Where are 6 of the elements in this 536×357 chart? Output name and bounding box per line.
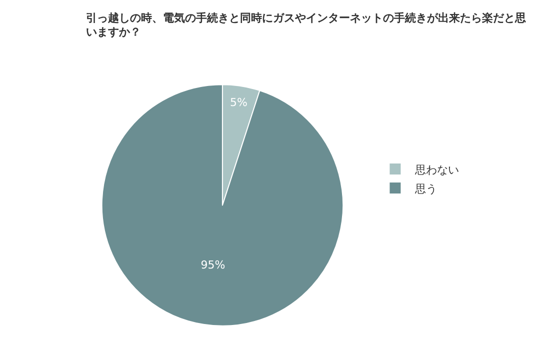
legend-label: 思う: [414, 182, 438, 196]
pie-slice: [101, 84, 344, 326]
data-label: 5%: [230, 96, 248, 109]
chart-title: 引っ越しの時、電気の手続きと同時にガスやインターネットの手続きが出来たら楽だと思いますか？: [86, 11, 526, 39]
legend-label: 思わない: [414, 163, 460, 176]
data-label: 95%: [200, 258, 226, 272]
